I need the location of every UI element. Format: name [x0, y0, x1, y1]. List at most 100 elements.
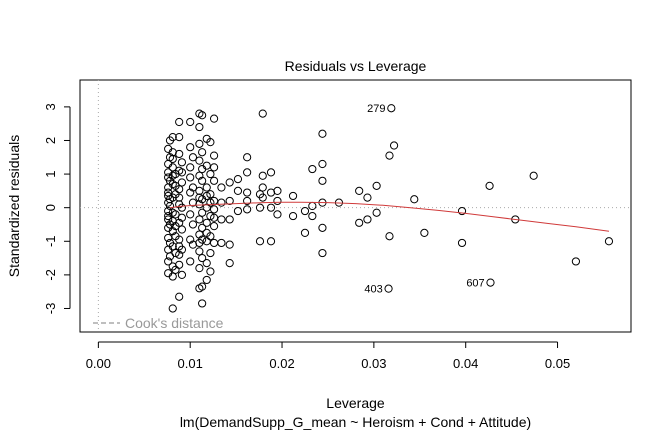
- data-point: [308, 164, 317, 174]
- data-point: [175, 133, 184, 142]
- data-point: [186, 143, 195, 152]
- data-point: [202, 259, 211, 268]
- y-axis: -3 -2 -1 0 1 2 3: [43, 103, 71, 315]
- x-tick-label: 0.02: [269, 356, 294, 371]
- data-point: [195, 122, 204, 132]
- data-point: [198, 235, 207, 244]
- data-point: [209, 222, 219, 231]
- data-point: [202, 275, 211, 285]
- data-point: [288, 211, 298, 221]
- x-tick-label: 0.05: [545, 356, 570, 371]
- point-label: 279: [367, 103, 385, 115]
- data-point: [202, 161, 211, 170]
- data-point: [266, 203, 276, 212]
- data-point: [209, 176, 219, 185]
- point-label: 403: [364, 284, 382, 296]
- legend-label: Cook's distance: [125, 315, 224, 331]
- points-layer: [164, 104, 614, 313]
- data-point: [188, 153, 198, 162]
- x-tick-label: 0.04: [453, 356, 478, 371]
- data-point: [186, 188, 195, 197]
- data-point: [209, 213, 219, 222]
- data-point: [258, 109, 267, 118]
- data-point: [188, 183, 198, 192]
- data-point: [177, 225, 187, 234]
- data-point: [225, 178, 234, 187]
- data-point: [385, 232, 394, 241]
- data-point: [175, 185, 184, 194]
- data-point: [372, 208, 381, 217]
- data-point: [177, 245, 187, 254]
- data-point: [372, 181, 381, 190]
- plot-frame: [79, 79, 632, 333]
- data-point: [186, 235, 195, 244]
- data-point: [168, 242, 177, 251]
- data-point: [186, 257, 195, 266]
- data-point: [175, 149, 184, 159]
- data-point: [195, 139, 204, 148]
- data-point: [243, 188, 252, 197]
- data-point: [188, 220, 198, 229]
- y-tick-label: -3: [43, 303, 58, 315]
- data-point: [175, 260, 184, 269]
- data-point: [164, 233, 173, 243]
- data-point: [202, 183, 211, 192]
- data-point: [300, 206, 310, 216]
- data-point: [206, 211, 215, 221]
- data-point: [198, 282, 207, 291]
- data-point: [177, 178, 187, 187]
- data-point: [258, 171, 267, 180]
- data-point: [175, 193, 184, 202]
- x-axis-label: Leverage: [326, 395, 385, 411]
- data-point: [217, 238, 226, 248]
- data-point: [410, 195, 419, 204]
- y-tick-label: 2: [43, 137, 58, 144]
- data-point: [206, 248, 215, 258]
- data-point: [198, 299, 207, 308]
- data-point: [186, 210, 195, 219]
- data-point: [485, 181, 494, 190]
- y-tick-label: 3: [43, 103, 58, 110]
- data-point: [243, 153, 252, 162]
- data-point: [202, 218, 211, 227]
- data-point: [206, 267, 215, 276]
- y-tick-label: 1: [43, 170, 58, 177]
- data-point: [225, 259, 234, 268]
- x-tick-label: 0.01: [178, 356, 203, 371]
- data-point: [164, 257, 173, 266]
- data-point: [318, 248, 327, 258]
- data-point: [225, 196, 234, 206]
- data-point: [233, 186, 243, 195]
- data-point: [209, 151, 219, 160]
- data-point: [457, 206, 467, 216]
- data-point: [266, 237, 276, 246]
- data-point: [243, 168, 252, 177]
- data-point: [175, 292, 184, 301]
- data-point: [318, 176, 327, 185]
- data-point: [195, 230, 204, 239]
- data-point: [255, 203, 265, 212]
- data-point: [300, 228, 310, 237]
- chart-title: Residuals vs Leverage: [285, 58, 427, 74]
- data-point: [202, 237, 211, 246]
- data-point: [168, 227, 177, 236]
- data-point: [258, 183, 267, 192]
- smoother-line: [169, 201, 610, 232]
- data-point: [177, 203, 187, 212]
- data-point: [206, 138, 215, 147]
- point-labels-layer: 279 403 607: [364, 103, 484, 295]
- data-point: [195, 171, 204, 180]
- data-point: [225, 215, 234, 224]
- data-point: [420, 228, 429, 237]
- data-point: [198, 223, 207, 232]
- data-point: [529, 171, 538, 180]
- y-tick-label: 0: [43, 204, 58, 211]
- data-point: [177, 158, 187, 167]
- data-point: [217, 215, 226, 224]
- data-point: [177, 213, 187, 222]
- data-point: [209, 205, 219, 214]
- data-point: [355, 218, 364, 227]
- data-point: [175, 218, 184, 227]
- data-point: [202, 191, 211, 201]
- plot-area: 279 403 607 Cook's distance: [79, 79, 632, 333]
